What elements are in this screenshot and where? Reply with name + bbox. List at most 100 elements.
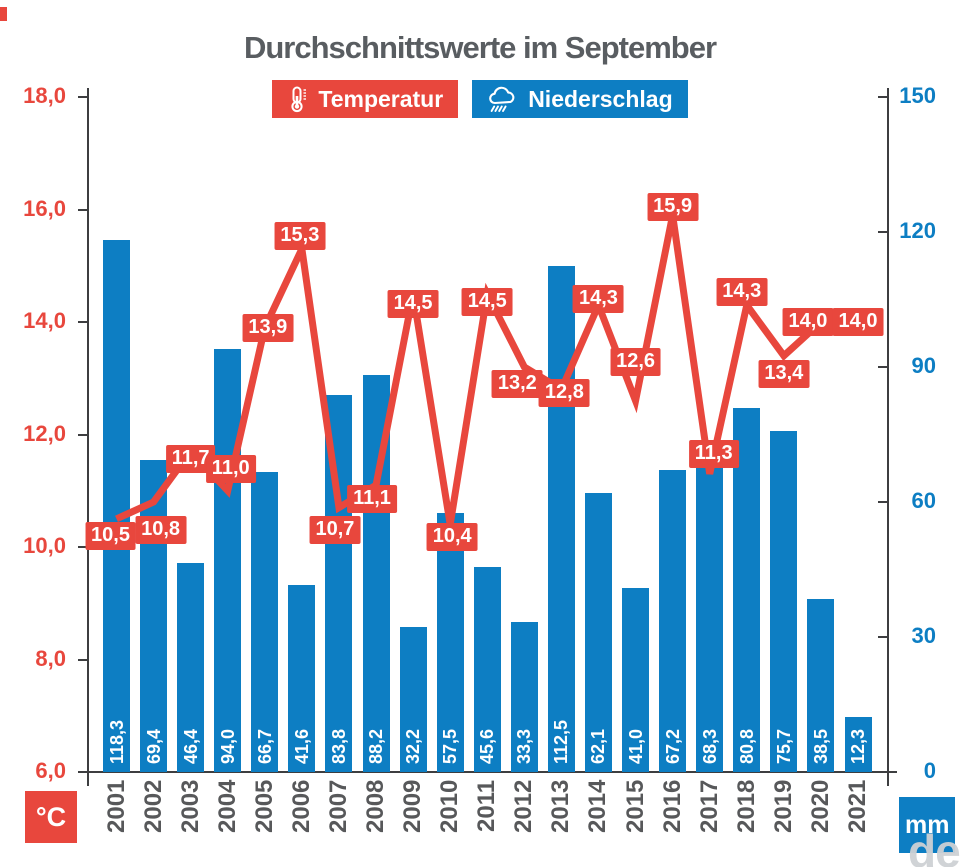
bar-value-label-2003: 46,4 [180, 728, 201, 764]
legend-item-temperature: Temperatur [272, 80, 459, 118]
temperature-label-2007: 10,7 [309, 515, 361, 544]
right-axis-tick-label: 30 [911, 623, 936, 648]
temperature-label-2016: 15,9 [647, 193, 699, 222]
temperature-label-2011: 14,5 [461, 287, 513, 316]
bar-value-label-2001: 118,3 [106, 719, 127, 764]
watermark: de [908, 825, 960, 867]
temperature-label-2001: 10,5 [85, 521, 136, 550]
bar-value-label-2005: 66,7 [254, 728, 275, 764]
bar-value-label-2019: 75,7 [773, 728, 794, 764]
right-axis-tick [878, 771, 888, 773]
bar-value-label-2014: 62,1 [588, 728, 609, 764]
bar-2010 [436, 513, 464, 772]
bar-value-label-2010: 57,5 [440, 728, 461, 764]
bar-value-label-2011: 45,6 [477, 728, 498, 764]
legend: Temperatur Niederschlag [0, 80, 960, 118]
bar-value-label-2013: 112,5 [551, 719, 572, 764]
x-axis-label-2001: 2001 [102, 780, 130, 834]
bar-value-label-2020: 38,5 [810, 728, 831, 764]
bar-value-label-2021: 12,3 [848, 728, 868, 764]
temperature-label-2015: 12,6 [610, 347, 662, 376]
temperature-label-2012: 13,2 [491, 370, 543, 398]
x-axis-line [79, 771, 897, 773]
bar-2021 [844, 716, 872, 772]
legend-label-precipitation: Niederschlag [528, 85, 673, 112]
bar-value-label-2008: 88,2 [366, 728, 387, 764]
bar-2001 [103, 239, 130, 772]
temperature-label-2010: 10,4 [426, 522, 478, 551]
x-axis-label-2017: 2017 [695, 780, 723, 834]
x-axis-label-2012: 2012 [510, 780, 538, 834]
right-axis-tick [878, 366, 888, 368]
right-axis-tick-label: 60 [911, 488, 936, 513]
temperature-label-2006: 15,3 [274, 221, 326, 250]
temperature-label-2004: 11,0 [205, 454, 256, 483]
left-axis-tick-label: 18,0 [23, 83, 66, 108]
bar-2012 [510, 622, 538, 772]
right-axis-tick [878, 96, 888, 98]
x-axis-label-2006: 2006 [287, 780, 315, 834]
x-axis-label-2018: 2018 [732, 780, 760, 834]
left-axis-tick [78, 658, 88, 661]
right-axis-tick-label: 0 [923, 758, 936, 783]
bar-2013 [547, 265, 575, 772]
x-axis-label-2008: 2008 [362, 780, 390, 834]
right-axis-tick-label: 120 [899, 218, 936, 243]
left-axis-tick-label: 16,0 [23, 195, 66, 221]
left-axis-tick [78, 433, 88, 436]
bar-value-label-2004: 94,0 [217, 728, 238, 764]
thermometer-icon [287, 86, 309, 113]
x-axis-label-2015: 2015 [621, 780, 649, 834]
x-axis-label-2020: 2020 [806, 780, 834, 834]
bar-2020 [807, 598, 835, 772]
x-axis-label-2021: 2021 [844, 780, 871, 834]
left-axis-tick [78, 771, 88, 773]
bar-2009 [399, 627, 427, 772]
temperature-label-2020: 14,0 [782, 308, 834, 336]
bar-2014 [584, 492, 612, 772]
right-axis-tick-label: 90 [911, 353, 936, 378]
left-axis-line [87, 88, 89, 786]
x-axis-label-2011: 2011 [473, 780, 501, 833]
bar-value-label-2017: 68,3 [699, 728, 720, 764]
left-axis-tick-label: 12,0 [23, 420, 66, 446]
left-axis-tick [78, 321, 88, 323]
x-axis-label-2003: 2003 [176, 780, 204, 834]
x-axis-label-2014: 2014 [584, 780, 612, 834]
legend-item-precipitation: Niederschlag [472, 80, 688, 118]
bar-2015 [622, 587, 650, 772]
celsius-unit-badge: °C [25, 791, 77, 843]
x-axis-label-2009: 2009 [399, 780, 427, 834]
x-axis-label-2007: 2007 [324, 780, 352, 834]
x-axis-label-2005: 2005 [250, 780, 278, 834]
temperature-label-2018: 14,3 [716, 278, 768, 307]
right-axis-tick [878, 501, 888, 503]
temperature-label-2019: 13,4 [758, 359, 810, 388]
x-axis-label-2013: 2013 [547, 780, 575, 834]
bar-2011 [473, 566, 501, 772]
bar-2006 [288, 584, 316, 772]
bar-value-label-2012: 33,3 [514, 728, 535, 764]
right-axis-tick-label: 150 [899, 83, 936, 108]
left-axis-tick [78, 208, 88, 211]
temperature-label-2013: 12,8 [538, 378, 590, 407]
x-axis-label-2002: 2002 [139, 780, 167, 834]
mm-unit-badge: mm [899, 797, 955, 853]
temperature-label-2014: 14,3 [573, 285, 624, 314]
right-axis-line [887, 88, 889, 786]
bar-value-label-2018: 80,8 [736, 728, 757, 764]
temperature-label-2005: 13,9 [242, 313, 294, 342]
x-axis-label-2016: 2016 [658, 780, 686, 834]
right-axis-tick [878, 231, 888, 233]
left-axis-tick-label: 6,0 [35, 758, 66, 783]
left-axis-tick-label: 14,0 [23, 308, 66, 333]
bar-value-label-2015: 41,0 [625, 728, 646, 764]
bar-value-label-2002: 69,4 [143, 728, 164, 764]
temperature-label-2017: 11,3 [688, 439, 739, 468]
left-axis-tick [78, 96, 88, 98]
bar-2003 [177, 563, 205, 772]
x-axis-label-2019: 2019 [769, 780, 797, 834]
temperature-label-2021: 14,0 [832, 308, 884, 336]
rain-cloud-icon [487, 86, 519, 113]
